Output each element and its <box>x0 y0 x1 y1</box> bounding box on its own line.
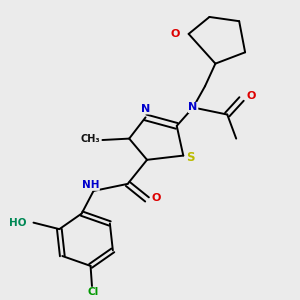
Text: O: O <box>171 29 180 39</box>
Text: N: N <box>141 104 150 114</box>
Text: Cl: Cl <box>88 287 99 297</box>
Text: O: O <box>152 193 161 203</box>
Text: HO: HO <box>9 218 26 228</box>
Text: S: S <box>187 151 195 164</box>
Text: O: O <box>246 91 256 101</box>
Text: N: N <box>188 103 198 112</box>
Text: CH₃: CH₃ <box>80 134 100 144</box>
Text: NH: NH <box>82 180 99 190</box>
